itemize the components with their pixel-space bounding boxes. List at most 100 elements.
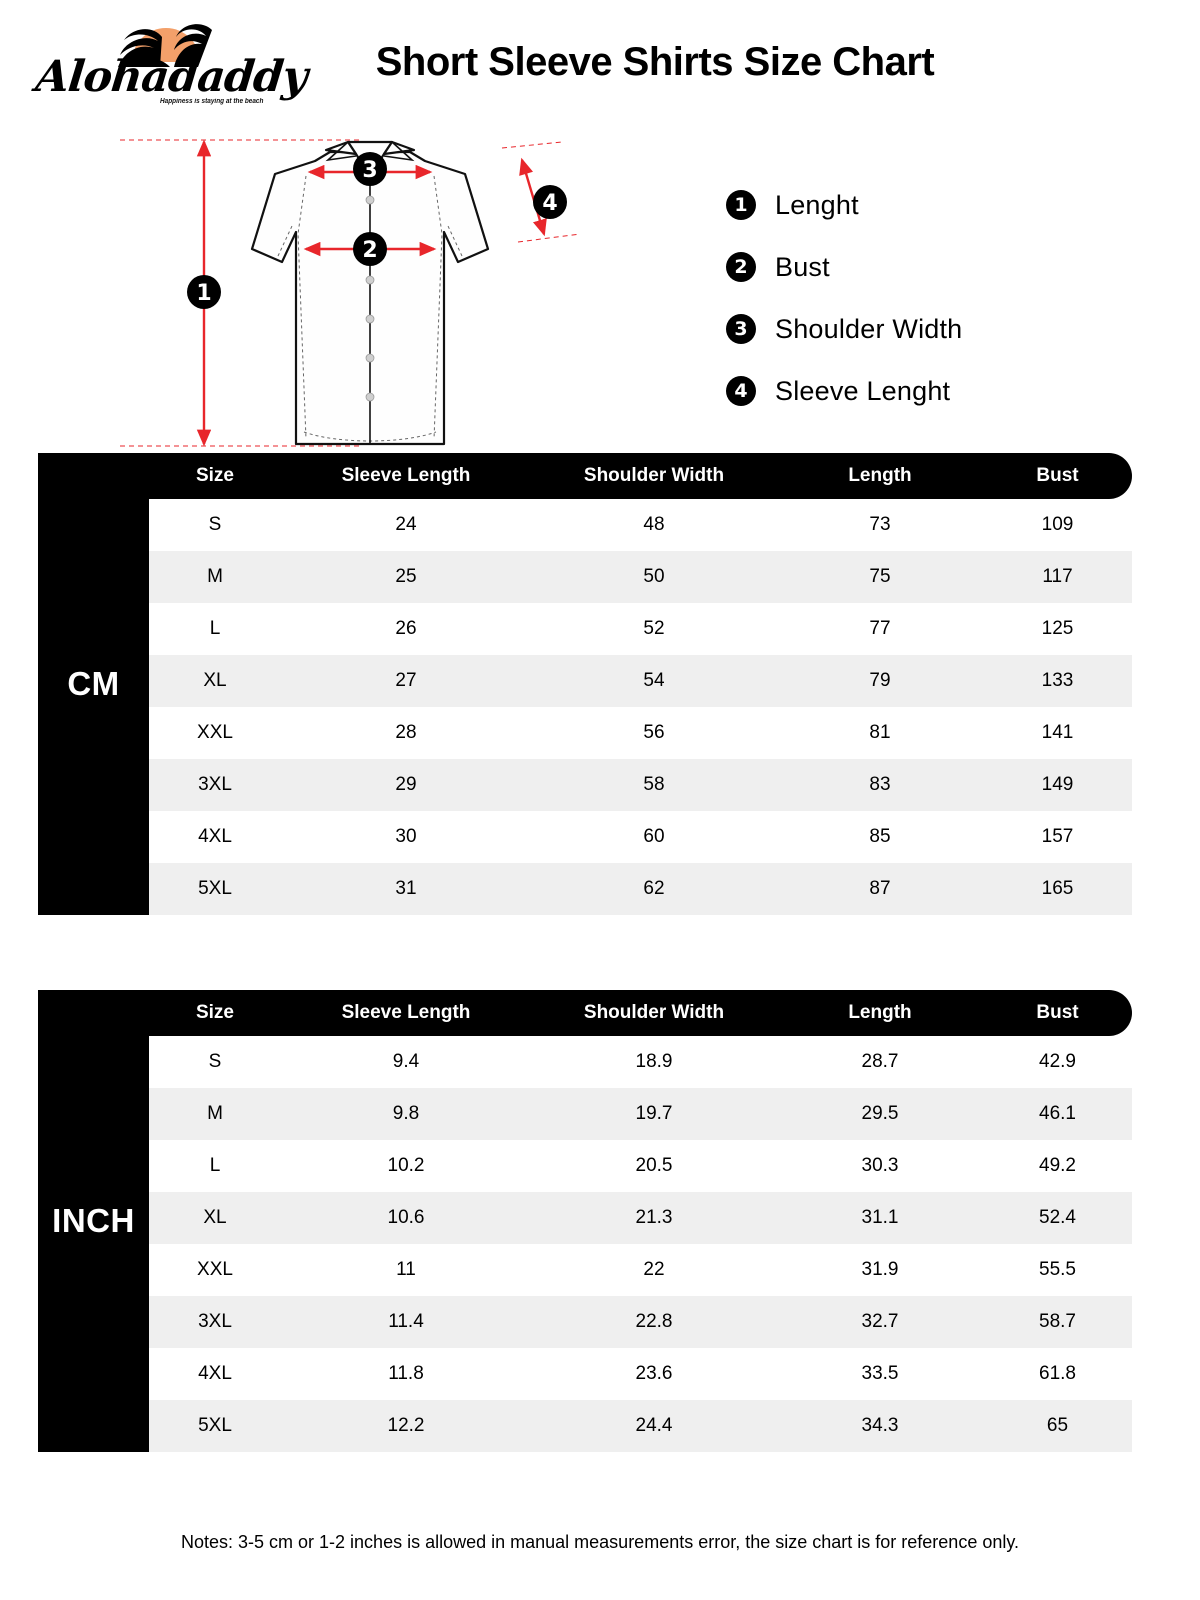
cell-size: XL bbox=[203, 670, 227, 691]
cell-sleeve: 31 bbox=[395, 878, 417, 899]
cell-length: 34.3 bbox=[861, 1415, 899, 1436]
cell-length: 29.5 bbox=[861, 1103, 899, 1124]
cell-length: 85 bbox=[869, 826, 891, 847]
svg-text:3: 3 bbox=[362, 158, 377, 183]
cell-bust: 141 bbox=[1041, 722, 1074, 743]
column-header-bust: Bust bbox=[1036, 465, 1079, 486]
table-row: 4XL 11.8 23.6 33.5 61.8 bbox=[149, 1348, 1132, 1400]
table-row: 3XL 29 58 83 149 bbox=[149, 759, 1132, 811]
cell-bust: 61.8 bbox=[1039, 1363, 1076, 1384]
cell-shoulder: 48 bbox=[643, 514, 665, 535]
column-header-sleeve-length: Sleeve Length bbox=[341, 1002, 471, 1023]
unit-label-inch: INCH bbox=[38, 990, 149, 1452]
cell-shoulder: 21.3 bbox=[635, 1207, 673, 1228]
diagram-marker-2: 2 bbox=[353, 232, 387, 266]
diagram-marker-1: 1 bbox=[187, 275, 221, 309]
cell-bust: 58.7 bbox=[1039, 1311, 1076, 1332]
cell-length: 77 bbox=[869, 618, 891, 639]
cell-sleeve: 25 bbox=[395, 566, 417, 587]
cell-shoulder: 19.7 bbox=[635, 1103, 673, 1124]
legend-label-bust: Bust bbox=[775, 251, 830, 282]
cell-shoulder: 62 bbox=[643, 878, 665, 899]
table-row: XXL 28 56 81 141 bbox=[149, 707, 1132, 759]
legend-badge-4: 4 bbox=[726, 376, 756, 406]
cell-sleeve: 10.2 bbox=[387, 1155, 425, 1176]
table-row: 5XL 12.2 24.4 34.3 65 bbox=[149, 1400, 1132, 1452]
cell-bust: 49.2 bbox=[1039, 1155, 1076, 1176]
table-row: L 26 52 77 125 bbox=[149, 603, 1132, 655]
cell-length: 33.5 bbox=[861, 1363, 899, 1384]
column-header-size: Size bbox=[195, 465, 235, 486]
cell-size: L bbox=[209, 1155, 221, 1176]
cell-sleeve: 11.8 bbox=[388, 1363, 424, 1384]
table-header-inch: Size Sleeve Length Shoulder Width Length… bbox=[38, 990, 1132, 1036]
cell-sleeve: 29 bbox=[395, 774, 417, 795]
legend-item-length: 1 Lenght bbox=[726, 174, 1146, 236]
cell-shoulder: 60 bbox=[643, 826, 665, 847]
cell-sleeve: 10.6 bbox=[387, 1207, 425, 1228]
cell-length: 30.3 bbox=[861, 1155, 899, 1176]
column-header-bust: Bust bbox=[1036, 1002, 1079, 1023]
cell-size: 3XL bbox=[198, 774, 232, 795]
table-row: M 25 50 75 117 bbox=[149, 551, 1132, 603]
cell-sleeve: 9.8 bbox=[392, 1103, 420, 1124]
legend-badge-1: 1 bbox=[726, 190, 756, 220]
size-table-cm: CM Size Sleeve Length Shoulder Width Len… bbox=[38, 453, 1132, 915]
cell-size: XXL bbox=[197, 1259, 233, 1280]
cell-shoulder: 23.6 bbox=[635, 1363, 673, 1384]
cell-size: M bbox=[207, 566, 223, 587]
cell-bust: 109 bbox=[1041, 514, 1074, 535]
column-header-shoulder-width: Shoulder Width bbox=[583, 1002, 725, 1023]
cell-length: 32.7 bbox=[861, 1311, 899, 1332]
page-title: Short Sleeve Shirts Size Chart bbox=[375, 40, 935, 84]
cell-sleeve: 30 bbox=[395, 826, 417, 847]
sleeve-length-arrow bbox=[519, 157, 547, 237]
cell-size: 3XL bbox=[198, 1311, 232, 1332]
cell-bust: 133 bbox=[1041, 670, 1074, 691]
table-row: 4XL 30 60 85 157 bbox=[149, 811, 1132, 863]
cell-shoulder: 20.5 bbox=[635, 1155, 673, 1176]
cell-bust: 149 bbox=[1041, 774, 1074, 795]
cell-sleeve: 26 bbox=[395, 618, 417, 639]
brand-tagline: Happiness is staying at the beach bbox=[160, 98, 264, 105]
notes-text: Notes: 3-5 cm or 1-2 inches is allowed i… bbox=[180, 1532, 1020, 1552]
legend-label-shoulder-width: Shoulder Width bbox=[775, 313, 963, 344]
cell-length: 87 bbox=[869, 878, 891, 899]
cell-bust: 165 bbox=[1041, 878, 1074, 899]
legend-item-bust: 2 Bust bbox=[726, 236, 1146, 298]
table-row: S 24 48 73 109 bbox=[149, 499, 1132, 551]
cell-size: L bbox=[209, 618, 221, 639]
cell-shoulder: 22.8 bbox=[635, 1311, 673, 1332]
shirt-measurement-diagram: 1 2 3 4 bbox=[120, 139, 581, 447]
cell-length: 79 bbox=[869, 670, 891, 691]
unit-label-cm: CM bbox=[38, 453, 149, 915]
cell-size: XXL bbox=[197, 722, 233, 743]
cell-bust: 65 bbox=[1046, 1415, 1069, 1436]
cell-length: 31.9 bbox=[861, 1259, 899, 1280]
cell-size: S bbox=[208, 514, 222, 535]
column-header-shoulder-width: Shoulder Width bbox=[583, 465, 725, 486]
table-row: 5XL 31 62 87 165 bbox=[149, 863, 1132, 915]
cell-bust: 52.4 bbox=[1039, 1207, 1076, 1228]
measurement-legend: 1 Lenght 2 Bust 3 Shoulder Width 4 Sleev… bbox=[726, 174, 1146, 422]
cell-length: 31.1 bbox=[861, 1207, 899, 1228]
cell-bust: 55.5 bbox=[1039, 1259, 1076, 1280]
column-header-sleeve-length: Sleeve Length bbox=[341, 465, 471, 486]
cell-sleeve: 27 bbox=[395, 670, 417, 691]
cell-bust: 125 bbox=[1041, 618, 1074, 639]
size-table-inch: INCH Size Sleeve Length Shoulder Width L… bbox=[38, 990, 1132, 1452]
cell-size: 4XL bbox=[198, 826, 232, 847]
cell-size: 4XL bbox=[198, 1363, 232, 1384]
table-row: XXL 11 22 31.9 55.5 bbox=[149, 1244, 1132, 1296]
table-row: XL 10.6 21.3 31.1 52.4 bbox=[149, 1192, 1132, 1244]
cell-sleeve: 28 bbox=[395, 722, 417, 743]
cell-sleeve: 11 bbox=[396, 1259, 416, 1280]
cell-length: 83 bbox=[869, 774, 891, 795]
cell-shoulder: 58 bbox=[643, 774, 665, 795]
legend-item-sleeve-length: 4 Sleeve Lenght bbox=[726, 360, 1146, 422]
svg-text:1: 1 bbox=[196, 281, 211, 306]
cell-length: 73 bbox=[869, 514, 891, 535]
cell-bust: 157 bbox=[1041, 826, 1074, 847]
column-header-length: Length bbox=[848, 465, 912, 486]
column-header-length: Length bbox=[848, 1002, 912, 1023]
